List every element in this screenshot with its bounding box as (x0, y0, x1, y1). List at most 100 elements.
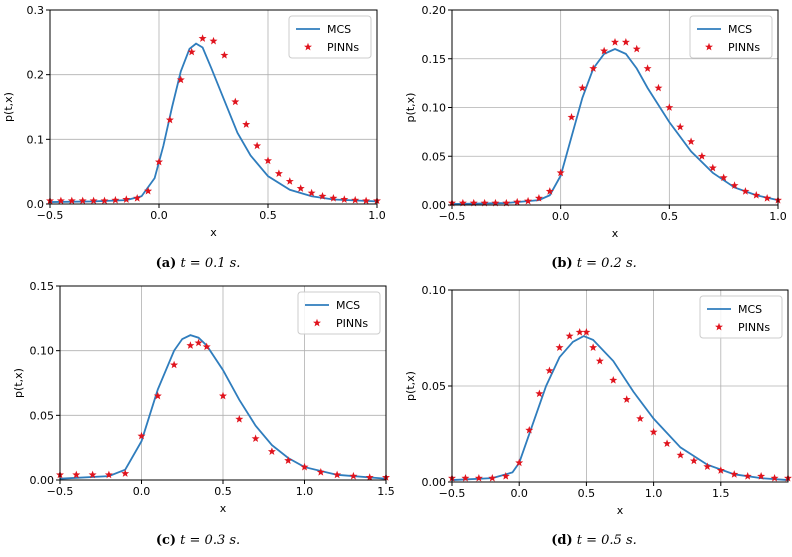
pinns-point (219, 391, 227, 400)
pinns-point (67, 196, 76, 205)
pinns-markers-b (448, 37, 782, 207)
pinns-point (654, 83, 663, 92)
pinns-point (264, 156, 272, 165)
x-tick-label: 0.5 (259, 209, 277, 222)
x-tick-label: 0.5 (578, 487, 596, 500)
pinns-point (333, 470, 342, 479)
chart-b: −0.5 0.0 0.5 1.0 0.00 0.05 0.10 0.15 0.20 x p(t,x)… (404, 4, 787, 240)
pinns-point (186, 341, 195, 349)
y-axis-label: p(t,x) (404, 371, 417, 401)
caption-b: (b) t = 0.2 s. (396, 256, 792, 271)
pinns-point (133, 193, 142, 202)
x-tick-label: 1.0 (645, 487, 663, 500)
x-tick-label: −0.5 (47, 485, 74, 498)
pinns-point (743, 472, 752, 480)
y-tick-label: 0.2 (27, 69, 45, 82)
pinns-point (194, 338, 203, 347)
pinns-point (689, 456, 698, 465)
pinns-point (770, 473, 779, 482)
pinns-point (284, 456, 293, 464)
x-tick-label: 0.0 (150, 209, 168, 222)
pinns-point (165, 115, 174, 124)
pinns-point (461, 473, 470, 482)
pinns-point (318, 192, 327, 200)
y-tick-label: 0.00 (30, 474, 55, 487)
pinns-point (198, 34, 207, 42)
pinns-point (575, 328, 584, 336)
x-tick-label: 0.0 (133, 485, 151, 498)
x-tick-label: 1.5 (712, 487, 730, 500)
pinns-point (274, 169, 283, 177)
x-tick-label: −0.5 (439, 210, 466, 223)
pinns-point (307, 188, 316, 197)
pinns-point (525, 425, 534, 434)
legend-label-pinns: PINNs (327, 41, 359, 54)
x-tick-label: 0.0 (510, 487, 528, 500)
pinns-point (153, 391, 162, 400)
y-tick-label: 0.1 (27, 133, 45, 146)
legend-star-swatch (304, 42, 312, 51)
pinns-point (72, 470, 81, 479)
caption-b-label: (b) (551, 256, 573, 271)
pinns-point (730, 470, 739, 478)
pinns-point (716, 466, 725, 474)
pinns-point (300, 462, 309, 471)
legend-star-swatch (705, 42, 713, 51)
pinns-point (621, 37, 630, 46)
pinns-point (231, 97, 240, 106)
pinns-point (365, 473, 374, 481)
pinns-point (632, 44, 641, 53)
pinns-markers-a (46, 34, 381, 205)
caption-d-label: (d) (551, 533, 573, 548)
x-tick-label: 0.0 (552, 210, 570, 223)
pinns-point (687, 137, 696, 146)
legend-label-pinns: PINNs (336, 317, 368, 330)
pinns-point (209, 36, 218, 45)
y-tick-label: 0.15 (30, 280, 55, 293)
pinns-point (534, 193, 543, 202)
x-tick-label: 1.5 (377, 485, 395, 498)
pinns-point (757, 472, 766, 480)
pinns-point (491, 198, 500, 207)
pinns-point (609, 376, 618, 384)
pinns-point (480, 198, 489, 207)
pinns-point (253, 141, 262, 150)
pinns-point (187, 47, 196, 56)
pinns-point (242, 120, 251, 128)
pinns-point (88, 470, 97, 479)
legend-star-swatch (313, 318, 321, 327)
pinns-point (556, 168, 565, 177)
pinns-point (649, 427, 658, 436)
y-tick-label: 0.15 (422, 53, 447, 66)
y-tick-label: 0.05 (422, 150, 447, 163)
chart-c: −0.5 0.0 0.5 1.0 1.5 0.00 0.05 0.10 0.15 x p(t,x) M… (12, 280, 395, 515)
pinns-point (349, 471, 358, 480)
pinns-point (316, 468, 325, 476)
legend-label-mcs: MCS (327, 23, 351, 36)
pinns-point (251, 434, 260, 443)
pinns-point (267, 447, 276, 455)
legend-c: MCS PINNs (297, 291, 381, 335)
x-tick-label: 1.0 (368, 209, 386, 222)
pinns-point (524, 196, 533, 205)
pinns-point (565, 331, 574, 340)
pinns-point (329, 193, 338, 202)
x-tick-label: 1.0 (769, 210, 787, 223)
y-tick-label: 0.00 (422, 476, 447, 489)
pinns-point (719, 173, 728, 182)
pinns-point (643, 64, 652, 72)
legend-label-mcs: MCS (738, 303, 762, 316)
y-tick-label: 0.10 (422, 102, 447, 115)
legend-a: MCS PINNs (288, 15, 372, 59)
pinns-point (578, 83, 587, 92)
legend-d: MCS PINNs (699, 295, 783, 339)
x-tick-label: −0.5 (37, 209, 64, 222)
caption-d-text: t = 0.5 s. (576, 533, 637, 548)
y-tick-label: 0.10 (30, 345, 55, 358)
caption-c: (c) t = 0.3 s. (0, 533, 396, 548)
pinns-point (502, 198, 511, 207)
pinns-point (104, 470, 113, 479)
y-axis-label: p(t,x) (12, 368, 25, 398)
legend-b: MCS PINNs (689, 15, 773, 59)
